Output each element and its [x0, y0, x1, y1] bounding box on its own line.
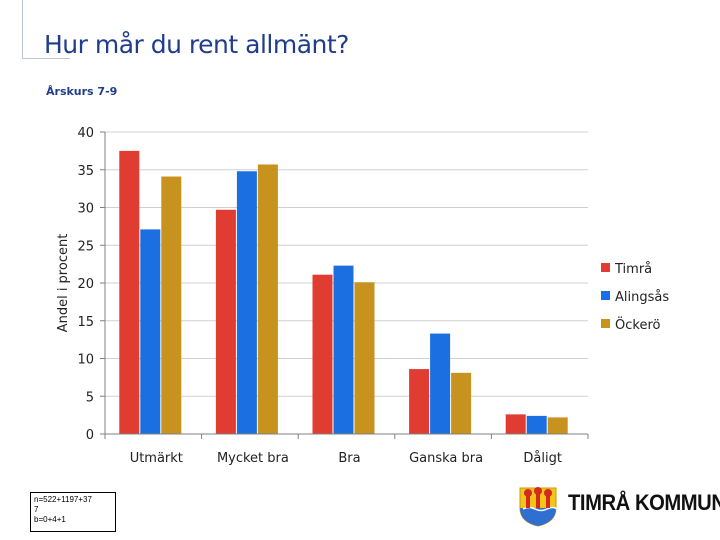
bar-timrå — [312, 274, 333, 434]
legend-label-öckerö: Öckerö — [615, 316, 661, 333]
sample-size-note: n=522+1197+37 7 b=0+4+1 — [30, 492, 116, 532]
y-tick-label: 40 — [77, 126, 94, 141]
note-line-3: b=0+4+1 — [34, 515, 66, 524]
legend-swatch-alingsås — [601, 291, 610, 300]
chart-gridlines — [105, 131, 588, 397]
decorative-corner-line-horizontal — [22, 58, 70, 59]
bar-öckerö — [161, 176, 182, 435]
legend-swatch-öckerö — [601, 319, 610, 328]
y-tick-label: 25 — [77, 239, 94, 254]
bar-alingsås — [333, 265, 354, 434]
legend-swatch-timrå — [601, 263, 610, 272]
x-tick-label: Dåligt — [523, 451, 562, 466]
legend-label-timrå: Timrå — [614, 262, 652, 277]
bar-öckerö — [547, 417, 568, 434]
x-tick-label: Ganska bra — [409, 451, 483, 466]
bar-alingsås — [526, 415, 547, 434]
note-line-2: 7 — [34, 505, 39, 514]
bar-alingsås — [236, 171, 257, 434]
x-tick-label: Mycket bra — [217, 451, 289, 466]
x-tick-label: Bra — [338, 451, 360, 466]
logo-text: TIMRÅ KOMMUN — [568, 490, 720, 515]
y-tick-label: 0 — [86, 428, 94, 443]
chart-bars — [119, 150, 568, 435]
bar-öckerö — [354, 282, 375, 434]
bar-öckerö — [257, 164, 278, 434]
bar-timrå — [409, 369, 430, 434]
chart-tick-labels: 0 5 10 15 20 25 30 35 40 Utmärkt Mycket bra Bra Gans… — [77, 126, 562, 466]
note-line-1: n=522+1197+37 — [34, 495, 92, 504]
bar-timrå — [119, 150, 140, 434]
y-tick-label: 15 — [77, 315, 94, 330]
bar-timrå — [215, 209, 236, 434]
legend-label-alingsås: Alingsås — [615, 290, 669, 305]
bar-timrå — [505, 414, 526, 434]
bar-öckerö — [451, 372, 472, 434]
x-tick-label: Utmärkt — [130, 451, 183, 466]
y-tick-label: 10 — [77, 353, 94, 368]
y-tick-label: 5 — [86, 390, 94, 405]
decorative-corner-line — [22, 0, 23, 58]
y-axis-label: Andel i procent — [56, 234, 71, 333]
y-tick-label: 30 — [77, 202, 94, 217]
y-tick-label: 35 — [77, 164, 94, 179]
page-title: Hur mår du rent allmänt? — [44, 30, 349, 59]
bar-alingsås — [430, 333, 451, 434]
bar-alingsås — [140, 229, 161, 434]
municipality-crest-logo — [519, 487, 558, 527]
y-tick-label: 20 — [77, 277, 94, 292]
chart-legend: Timrå Alingsås Öckerö — [601, 262, 669, 333]
chart-axes — [100, 131, 589, 439]
page-subtitle: Årskurs 7-9 — [46, 85, 118, 98]
